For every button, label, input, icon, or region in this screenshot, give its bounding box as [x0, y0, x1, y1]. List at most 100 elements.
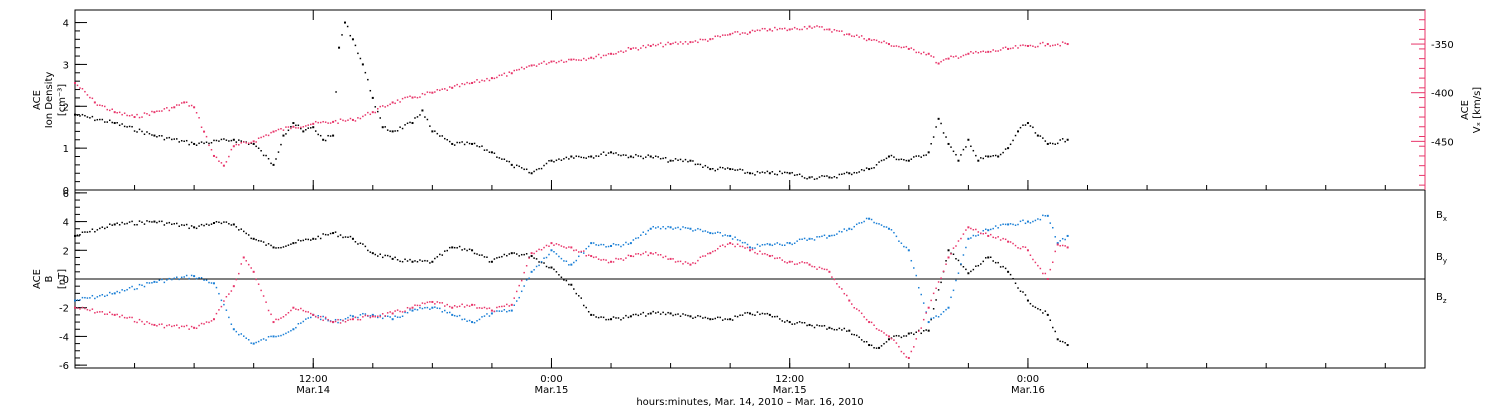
by-point-fill — [118, 291, 121, 294]
by-point-fill — [955, 279, 957, 282]
vx-point-fill — [850, 35, 853, 37]
by-point-fill — [865, 217, 868, 220]
vx-point — [371, 111, 374, 114]
density-point — [629, 155, 632, 158]
bz-point-fill — [746, 246, 749, 249]
density-point-fill — [875, 164, 878, 166]
vx-point — [937, 62, 940, 65]
bz-point-fill — [439, 302, 441, 304]
density-point — [937, 117, 940, 120]
density-point-fill — [515, 164, 518, 167]
vx-point-fill — [528, 65, 530, 67]
bx-point — [312, 237, 315, 240]
bz-point — [848, 299, 851, 302]
bz-point-fill — [935, 287, 937, 290]
density-point — [977, 159, 980, 162]
bx-point-fill — [622, 317, 625, 319]
bx-point-fill — [486, 256, 488, 258]
bx-point-fill — [81, 231, 84, 233]
bx-point-fill — [880, 345, 883, 347]
bx-point-fill — [836, 328, 838, 331]
density-point-fill — [734, 169, 736, 171]
bx-point-fill — [1022, 291, 1024, 293]
bx-point-fill — [568, 283, 570, 286]
vx-point-fill — [220, 162, 223, 164]
bz-point-fill — [334, 320, 337, 323]
vx-point-fill — [79, 87, 81, 89]
bx-point-fill — [893, 335, 895, 337]
vx-point-fill — [674, 41, 677, 44]
by-point-fill — [895, 235, 898, 238]
bz-point-fill — [104, 313, 106, 315]
density-point-fill — [922, 154, 925, 157]
bx-point-fill — [528, 256, 530, 259]
by-point-fill — [600, 243, 602, 246]
by-point-fill — [1012, 223, 1014, 226]
vx-point-fill — [250, 141, 252, 144]
by-point-fill — [195, 277, 198, 280]
vx-point — [153, 111, 156, 114]
bz-point-fill — [875, 328, 878, 330]
vx-point-fill — [741, 32, 744, 34]
bx-point-fill — [565, 279, 568, 282]
by-point-fill — [220, 299, 223, 302]
bz-point — [629, 255, 632, 258]
bx-point-fill — [937, 289, 940, 291]
density-point-fill — [865, 167, 868, 169]
vx-point-fill — [384, 106, 386, 108]
bz-point-fill — [1064, 245, 1066, 247]
by-point-fill — [307, 317, 310, 319]
vx-point-fill — [642, 44, 645, 47]
bz-point-fill — [374, 316, 377, 318]
density-point-fill — [235, 141, 238, 143]
bz-point-fill — [642, 252, 645, 255]
density-point — [530, 172, 533, 175]
by-point-fill — [364, 313, 367, 315]
density-point-fill — [429, 125, 431, 127]
bx-point-fill — [151, 221, 153, 223]
density-point-fill — [880, 159, 883, 162]
bz-point-fill — [962, 233, 965, 235]
vx-point-fill — [436, 88, 439, 91]
bx-point-fill — [627, 316, 630, 319]
vx-point-fill — [302, 125, 305, 128]
bx-point — [629, 315, 632, 318]
density-point — [1036, 134, 1039, 137]
density-point-fill — [247, 143, 250, 146]
density-point — [967, 138, 970, 141]
by-point-fill — [223, 303, 225, 306]
bz-point — [391, 312, 394, 315]
density-point-fill — [640, 155, 642, 158]
bx-point-fill — [319, 237, 322, 240]
by-point-fill — [975, 235, 977, 237]
density-point-fill — [950, 146, 952, 148]
by-point-fill — [910, 259, 913, 262]
bz-point-fill — [739, 245, 741, 248]
bx-point-fill — [796, 322, 798, 324]
density-point-fill — [116, 121, 118, 124]
density-point-fill — [1059, 139, 1061, 141]
bz-point-fill — [535, 250, 538, 253]
bx-point — [887, 338, 890, 341]
by-point-fill — [667, 225, 669, 228]
bz-point-fill — [662, 256, 664, 259]
by-point-fill — [724, 234, 726, 236]
by-point-fill — [414, 308, 416, 311]
density-point-fill — [925, 154, 927, 156]
bx-point-fill — [592, 314, 595, 316]
density-point-fill — [692, 160, 694, 162]
by-point — [252, 342, 255, 345]
vx-point-fill — [282, 129, 285, 131]
series-vx — [74, 25, 1069, 167]
bx-point-fill — [985, 257, 987, 259]
by-point-fill — [699, 228, 702, 231]
bx-point — [649, 312, 652, 315]
by-point-fill — [903, 245, 905, 248]
density-point-fill — [625, 154, 627, 156]
by-point-fill — [875, 222, 878, 225]
top-left-tick-label: 4 — [63, 19, 69, 30]
vx-point-fill — [853, 35, 855, 38]
vx-point-fill — [865, 39, 868, 42]
density-point-fill — [945, 136, 947, 138]
bx-point-fill — [1037, 307, 1039, 310]
